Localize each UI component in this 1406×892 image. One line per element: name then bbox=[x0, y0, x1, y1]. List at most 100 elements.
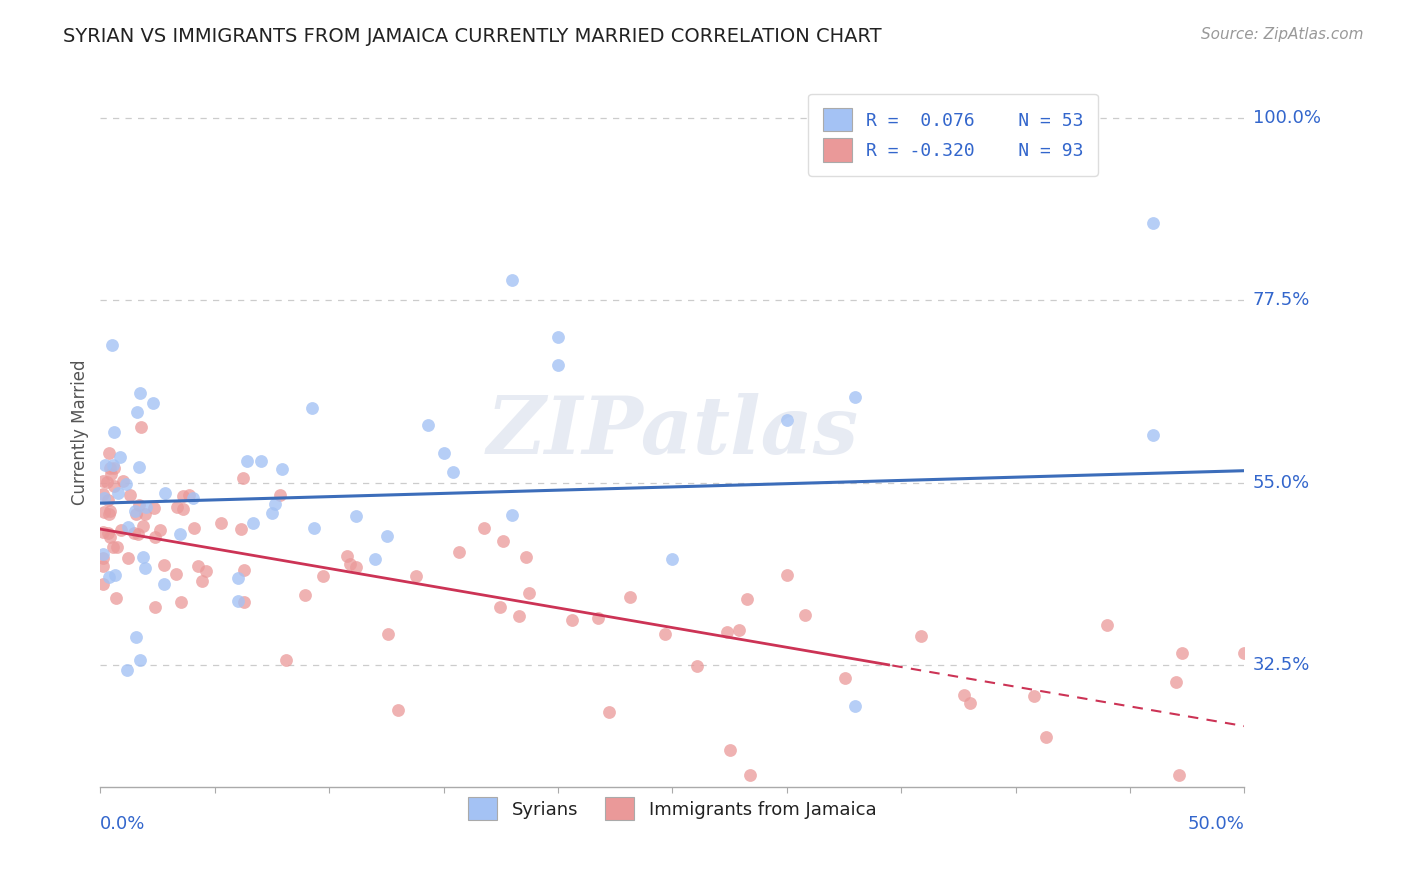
Point bbox=[364, 552, 387, 566]
Point bbox=[101, 541, 124, 555]
Text: 55.0%: 55.0% bbox=[1253, 474, 1310, 491]
Point bbox=[91, 551, 114, 566]
Point bbox=[654, 626, 676, 640]
Point bbox=[302, 521, 325, 535]
Point bbox=[142, 395, 165, 409]
Point bbox=[718, 743, 741, 757]
Point bbox=[844, 698, 866, 713]
Point bbox=[311, 569, 333, 583]
Point bbox=[491, 534, 513, 549]
Point bbox=[124, 504, 146, 518]
Point bbox=[187, 559, 209, 574]
Text: SYRIAN VS IMMIGRANTS FROM JAMAICA CURRENTLY MARRIED CORRELATION CHART: SYRIAN VS IMMIGRANTS FROM JAMAICA CURREN… bbox=[63, 27, 882, 45]
Point bbox=[264, 497, 287, 511]
Point bbox=[339, 557, 361, 571]
Point bbox=[101, 338, 124, 352]
Point bbox=[441, 465, 464, 479]
Text: Source: ZipAtlas.com: Source: ZipAtlas.com bbox=[1201, 27, 1364, 42]
Point bbox=[91, 487, 114, 501]
Point bbox=[344, 559, 367, 574]
Point bbox=[93, 505, 115, 519]
Point bbox=[115, 477, 138, 491]
Text: 0.0%: 0.0% bbox=[100, 815, 146, 833]
Point bbox=[91, 525, 114, 540]
Point bbox=[97, 525, 120, 540]
Point bbox=[91, 547, 114, 561]
Point bbox=[501, 273, 523, 287]
Point bbox=[128, 459, 150, 474]
Point bbox=[508, 609, 530, 624]
Legend: Syrians, Immigrants from Jamaica: Syrians, Immigrants from Jamaica bbox=[461, 790, 883, 828]
Point bbox=[472, 520, 495, 534]
Point bbox=[294, 588, 316, 602]
Point bbox=[776, 568, 799, 582]
Point bbox=[387, 703, 409, 717]
Point bbox=[177, 488, 200, 502]
Point bbox=[115, 663, 138, 677]
Point bbox=[125, 507, 148, 521]
Point bbox=[117, 551, 139, 566]
Point bbox=[232, 563, 254, 577]
Point bbox=[172, 490, 194, 504]
Point bbox=[91, 559, 114, 574]
Point bbox=[105, 591, 128, 605]
Point bbox=[143, 500, 166, 515]
Point bbox=[169, 595, 191, 609]
Point bbox=[686, 659, 709, 673]
Point bbox=[776, 413, 799, 427]
Point bbox=[260, 506, 283, 520]
Y-axis label: Currently Married: Currently Married bbox=[72, 359, 89, 505]
Point bbox=[598, 705, 620, 719]
Point bbox=[96, 492, 118, 507]
Point bbox=[91, 475, 114, 489]
Point bbox=[129, 653, 152, 667]
Point bbox=[1168, 768, 1191, 782]
Point bbox=[1164, 675, 1187, 690]
Point bbox=[242, 516, 264, 530]
Point bbox=[270, 462, 292, 476]
Point bbox=[134, 561, 156, 575]
Point bbox=[127, 527, 149, 541]
Point bbox=[619, 591, 641, 605]
Point bbox=[250, 454, 273, 468]
Point bbox=[100, 467, 122, 482]
Point bbox=[97, 446, 120, 460]
Point bbox=[194, 565, 217, 579]
Point bbox=[134, 507, 156, 521]
Point bbox=[375, 529, 398, 543]
Point bbox=[953, 688, 976, 702]
Point bbox=[405, 569, 427, 583]
Point bbox=[1035, 730, 1057, 744]
Point bbox=[153, 558, 176, 572]
Point bbox=[97, 570, 120, 584]
Point bbox=[93, 458, 115, 473]
Point bbox=[661, 552, 683, 566]
Point bbox=[103, 425, 125, 439]
Point bbox=[166, 500, 188, 514]
Point bbox=[1095, 617, 1118, 632]
Point bbox=[135, 500, 157, 515]
Point bbox=[143, 530, 166, 544]
Point bbox=[191, 574, 214, 588]
Point bbox=[517, 586, 540, 600]
Point bbox=[793, 608, 815, 623]
Point bbox=[738, 768, 761, 782]
Text: 32.5%: 32.5% bbox=[1253, 657, 1310, 674]
Point bbox=[105, 540, 128, 554]
Point bbox=[416, 418, 439, 433]
Point bbox=[104, 568, 127, 582]
Text: ZIPatlas: ZIPatlas bbox=[486, 393, 859, 471]
Point bbox=[1142, 216, 1164, 230]
Point bbox=[1233, 646, 1256, 660]
Point bbox=[172, 502, 194, 516]
Point bbox=[98, 530, 121, 544]
Point bbox=[155, 486, 177, 500]
Point bbox=[98, 508, 121, 522]
Point bbox=[1142, 428, 1164, 442]
Point bbox=[447, 545, 470, 559]
Point bbox=[269, 488, 291, 502]
Point bbox=[111, 474, 134, 488]
Point bbox=[103, 479, 125, 493]
Point bbox=[183, 521, 205, 535]
Point bbox=[165, 566, 187, 581]
